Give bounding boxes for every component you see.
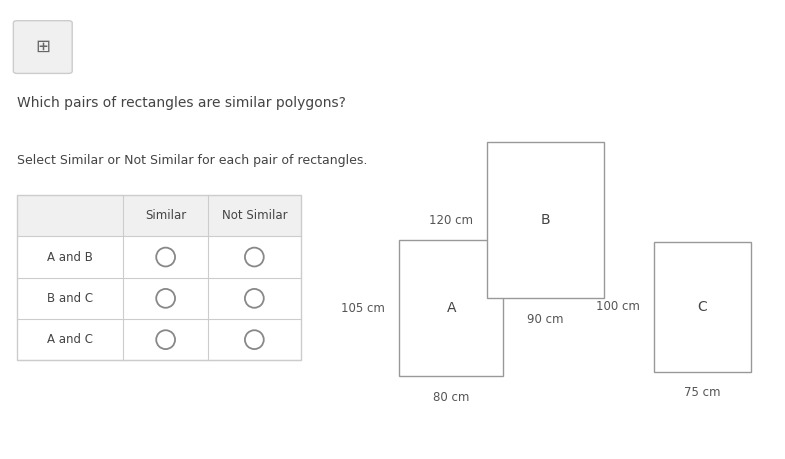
Text: C: C (698, 300, 707, 314)
FancyBboxPatch shape (13, 21, 72, 73)
Text: 105 cm: 105 cm (341, 302, 385, 314)
Text: A and C: A and C (47, 333, 93, 346)
Bar (17, 195, 301, 360)
Text: 75 cm: 75 cm (685, 386, 721, 399)
Text: 100 cm: 100 cm (596, 300, 640, 313)
Text: Similar: Similar (145, 209, 186, 222)
Bar (487, 142, 604, 298)
Text: B: B (541, 213, 550, 227)
Text: 90 cm: 90 cm (528, 313, 564, 326)
Text: Not Similar: Not Similar (221, 209, 287, 222)
Bar (654, 242, 751, 372)
Text: Which pairs of rectangles are similar polygons?: Which pairs of rectangles are similar po… (17, 96, 346, 111)
Text: A and B: A and B (47, 251, 93, 263)
Text: Select Similar or Not Similar for each pair of rectangles.: Select Similar or Not Similar for each p… (17, 154, 367, 167)
Bar (17, 195, 301, 236)
Bar (400, 240, 503, 376)
Text: 120 cm: 120 cm (429, 214, 473, 227)
Text: B and C: B and C (47, 292, 93, 305)
Text: 80 cm: 80 cm (433, 391, 469, 404)
Text: A: A (447, 301, 456, 315)
Text: ⊞: ⊞ (35, 38, 50, 56)
